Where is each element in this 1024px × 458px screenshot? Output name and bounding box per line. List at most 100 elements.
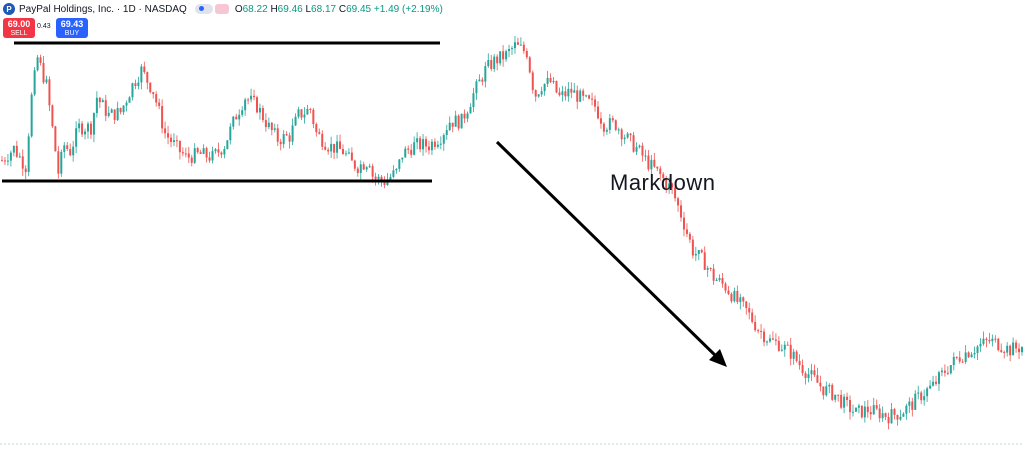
- candle-body: [256, 97, 258, 113]
- candle-body: [365, 167, 368, 170]
- candle-body: [279, 141, 282, 145]
- candle-body: [629, 133, 632, 136]
- candle-body: [703, 252, 706, 270]
- candle-body: [647, 155, 650, 170]
- candle-body: [241, 110, 244, 115]
- candle-body: [324, 146, 327, 150]
- candle-body: [522, 44, 525, 51]
- candle-body: [12, 145, 15, 153]
- candle-body: [579, 90, 582, 102]
- candle-body: [736, 290, 739, 303]
- candle-body: [760, 330, 763, 332]
- flag-icon[interactable]: [214, 4, 229, 14]
- candle-body: [339, 141, 342, 150]
- candle-body: [436, 144, 439, 147]
- candle-body: [513, 42, 516, 49]
- candle-body: [733, 290, 736, 302]
- candle-body: [131, 83, 134, 98]
- candle-body: [439, 143, 442, 145]
- sell-button[interactable]: 69.00 SELL: [3, 18, 35, 38]
- candle-body: [499, 51, 502, 64]
- candle-body: [715, 280, 718, 282]
- candle-body: [591, 98, 594, 100]
- candle-body: [98, 97, 101, 103]
- candle-body: [739, 297, 742, 303]
- candle-body: [825, 386, 828, 396]
- candle-body: [801, 365, 804, 374]
- candle-body: [662, 174, 665, 179]
- candle-body: [602, 123, 605, 132]
- candle-body: [644, 155, 647, 157]
- candle-body: [777, 340, 780, 351]
- candle-body: [122, 105, 125, 113]
- candle-body: [828, 384, 831, 387]
- candle-body: [961, 361, 964, 363]
- candle-body: [854, 407, 857, 412]
- candle-body: [505, 51, 508, 60]
- candle-body: [45, 79, 48, 83]
- candles-layer: [1, 35, 1023, 430]
- candle-body: [247, 99, 250, 101]
- candle-body: [831, 384, 834, 400]
- candle-body: [493, 56, 496, 69]
- candle-body: [552, 80, 555, 83]
- candle-body: [161, 106, 164, 129]
- candle-body: [392, 170, 395, 177]
- candle-body: [955, 356, 958, 358]
- candle-body: [674, 187, 677, 199]
- candle-body: [525, 50, 528, 58]
- candle-body: [869, 412, 872, 415]
- candle-body: [783, 344, 786, 350]
- candle-body: [454, 115, 457, 127]
- candle-body: [451, 122, 454, 127]
- candle-body: [60, 151, 63, 174]
- candle-body: [253, 95, 256, 98]
- candle-body: [184, 153, 187, 155]
- candle-body: [754, 321, 757, 331]
- candle-body: [350, 152, 353, 161]
- candle-body: [516, 42, 519, 45]
- candle-body: [902, 413, 905, 417]
- trend-arrow[interactable]: [495, 140, 727, 367]
- candle-body: [677, 198, 680, 206]
- candle-body: [914, 393, 917, 410]
- candle-body: [706, 268, 709, 270]
- candle-body: [638, 145, 641, 148]
- ohlc-readout: O68.22 H69.46 L68.17 C69.45 +1.49 (+2.19…: [234, 3, 443, 15]
- candle-body: [774, 339, 777, 341]
- candle-body: [937, 372, 940, 384]
- candle-body: [318, 132, 321, 134]
- candle-body: [671, 183, 674, 188]
- symbol-title[interactable]: PayPal Holdings, Inc. · 1D · NASDAQ: [19, 3, 187, 15]
- paypal-logo-icon: P: [3, 3, 15, 15]
- candle-body: [258, 108, 261, 113]
- candle-body: [813, 370, 816, 376]
- buy-button[interactable]: 69.43 BUY: [56, 18, 88, 38]
- candle-body: [508, 48, 511, 52]
- candle-body: [336, 141, 339, 153]
- candle-body: [946, 372, 949, 374]
- candle-body: [997, 338, 1000, 351]
- candle-body: [766, 341, 768, 343]
- candle-body: [149, 82, 152, 93]
- candle-body: [884, 413, 887, 417]
- candle-body: [763, 331, 766, 343]
- candle-body: [48, 79, 51, 106]
- candle-body: [30, 94, 33, 137]
- candle-body: [398, 159, 401, 169]
- candle-body: [641, 145, 644, 156]
- candle-body: [457, 115, 460, 129]
- candle-body: [878, 408, 881, 419]
- candle-body: [540, 91, 543, 95]
- candle-body: [923, 396, 926, 401]
- candle-body: [576, 90, 579, 102]
- candle-body: [804, 373, 807, 379]
- candle-body: [1003, 351, 1006, 353]
- visibility-toggle-icon[interactable]: [194, 4, 213, 14]
- candle-body: [911, 401, 914, 410]
- candle-body: [232, 116, 235, 127]
- candle-body: [270, 122, 273, 130]
- candle-body: [422, 139, 425, 150]
- candle-body: [712, 268, 715, 281]
